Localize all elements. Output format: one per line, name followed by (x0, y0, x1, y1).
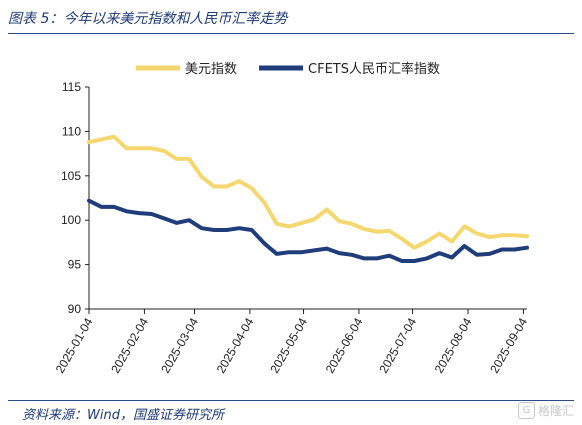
y-tick-label: 95 (68, 258, 82, 272)
y-tick-label: 105 (61, 169, 81, 183)
series-line-2 (87, 198, 529, 263)
x-tick-label: 2025-03-04 (158, 315, 201, 375)
x-tick-label: 2025-05-04 (267, 315, 310, 375)
title-divider (8, 33, 574, 34)
x-tick-label: 2025-09-04 (487, 315, 530, 375)
legend-label-2: CFETS人民币汇率指数 (308, 61, 440, 77)
y-tick-label: 90 (68, 302, 82, 316)
legend-label-1: 美元指数 (185, 62, 237, 77)
x-tick-label: 2025-04-04 (214, 315, 257, 375)
watermark-logo-icon: G (517, 402, 535, 419)
source-note: 资料来源：Wind，国盛证券研究所 (22, 408, 224, 423)
watermark-text: 格隆汇 (537, 404, 574, 418)
line-chart: 美元指数 CFETS人民币汇率指数 90 95 100 105 110 115 2025-0… (53, 61, 530, 376)
y-tick-label: 110 (62, 124, 81, 138)
x-axis: 2025-01-04 2025-02-04 2025-03-04 2025-04-04… (53, 308, 530, 376)
series-line-1 (87, 134, 529, 250)
source-divider (8, 400, 574, 401)
y-axis: 90 95 100 105 110 115 (61, 80, 90, 316)
x-tick-label: 2025-02-04 (108, 315, 151, 375)
x-tick-label: 2025-08-04 (432, 315, 475, 375)
x-tick-label: 2025-06-04 (323, 315, 366, 375)
watermark: G 格隆汇 (517, 402, 574, 419)
chart-legend: 美元指数 CFETS人民币汇率指数 (136, 61, 440, 77)
x-tick-label: 2025-01-04 (53, 315, 96, 375)
y-tick-label: 100 (61, 213, 81, 227)
y-tick-label: 115 (62, 80, 81, 94)
x-tick-label: 2025-07-04 (376, 315, 419, 375)
plot-area (87, 134, 529, 263)
figure-title: 图表 5：今年以来美元指数和人民币汇率走势 (8, 11, 288, 27)
